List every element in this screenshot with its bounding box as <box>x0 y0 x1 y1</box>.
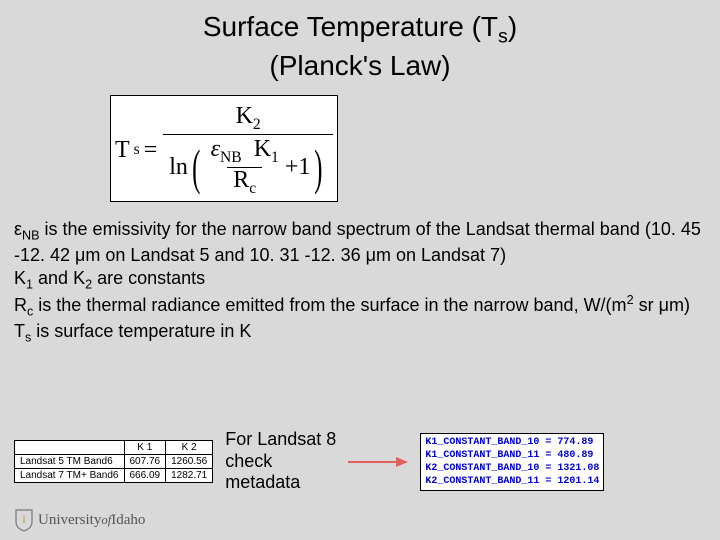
university-logo: I UniversityofIdaho <box>14 508 145 532</box>
table-row: K 1 K 2 <box>15 441 213 455</box>
meta-line: K1_CONSTANT_BAND_11 = 480.89 <box>425 449 599 462</box>
bottom-row: K 1 K 2 Landsat 5 TM Band6 607.76 1260.5… <box>14 429 710 494</box>
eq-eps: ε <box>211 136 220 162</box>
th-k2: K 2 <box>166 441 213 455</box>
eq-inner-den: Rc <box>227 167 262 196</box>
title-line1-post: ) <box>508 11 517 42</box>
th-k1: K 1 <box>124 441 166 455</box>
l8-line2: check <box>225 451 272 471</box>
th-blank <box>15 441 125 455</box>
eq-paren-left: ( <box>192 147 200 187</box>
eq-Rc: R <box>233 167 249 193</box>
td: Landsat 7 TM+ Band6 <box>15 469 125 483</box>
desc-Rc: R <box>14 295 27 315</box>
description: εNB is the emissivity for the narrow ban… <box>0 202 720 347</box>
equation: Ts = K2 ln ( εNB K1 Rc <box>115 104 333 197</box>
desc-Ts: T <box>14 321 25 341</box>
eq-paren-right: ) <box>315 147 323 187</box>
desc-eps-sub: NB <box>22 228 40 242</box>
slide-title: Surface Temperature (Ts) (Planck's Law) <box>0 0 720 83</box>
eq-K2-sub: 2 <box>253 115 261 132</box>
desc-constants: are constants <box>92 268 205 288</box>
eq-var-T: T <box>115 137 130 164</box>
title-sub: s <box>498 26 508 48</box>
eq-K1-sub: 1 <box>271 149 279 166</box>
desc-andK: and K <box>33 268 85 288</box>
l8-line1: For Landsat 8 <box>225 429 336 449</box>
desc-units: sr μm) <box>634 295 690 315</box>
eq-sub-s: s <box>134 141 140 159</box>
eq-ln: ln <box>169 155 188 179</box>
td: 607.76 <box>124 455 166 469</box>
logo-university: University <box>38 512 101 528</box>
eq-numerator: K2 <box>230 104 267 134</box>
eq-inner-num: εNB K1 <box>205 137 285 167</box>
table-row: Landsat 7 TM+ Band6 666.09 1282.71 <box>15 469 213 483</box>
title-line2: (Planck's Law) <box>269 50 450 81</box>
table-row: Landsat 5 TM Band6 607.76 1260.56 <box>15 455 213 469</box>
meta-line: K2_CONSTANT_BAND_10 = 1321.08 <box>425 462 599 475</box>
landsat8-note: For Landsat 8 check metadata <box>225 429 336 494</box>
logo-of: of <box>101 513 111 527</box>
eq-ln-row: ln ( εNB K1 Rc +1 ) <box>169 137 327 197</box>
desc-sq: 2 <box>627 293 634 307</box>
constants-table-l57: K 1 K 2 Landsat 5 TM Band6 607.76 1260.5… <box>14 440 213 483</box>
shield-icon: I <box>14 508 34 532</box>
td: Landsat 5 TM Band6 <box>15 455 125 469</box>
arrow-icon <box>348 455 408 469</box>
meta-line: K2_CONSTANT_BAND_11 = 1201.14 <box>425 475 599 488</box>
td: 1260.56 <box>166 455 213 469</box>
equation-box: Ts = K2 ln ( εNB K1 Rc <box>110 95 338 202</box>
desc-eps: ε <box>14 219 22 239</box>
svg-text:I: I <box>22 512 26 526</box>
eq-Rc-sub: c <box>249 180 256 197</box>
eq-equals: = <box>144 137 158 164</box>
desc-K1-sub: 1 <box>26 277 33 291</box>
eq-lhs: Ts = <box>115 137 157 164</box>
eq-inner-frac: εNB K1 Rc <box>205 137 285 197</box>
desc-radiance: is the thermal radiance emitted from the… <box>33 295 626 315</box>
desc-line1: is the emissivity for the narrow band sp… <box>14 219 701 265</box>
td: 666.09 <box>124 469 166 483</box>
logo-idaho: Idaho <box>111 512 145 528</box>
meta-line: K1_CONSTANT_BAND_10 = 774.89 <box>425 436 599 449</box>
l8-line3: metadata <box>225 472 300 492</box>
logo-text: UniversityofIdaho <box>38 512 145 529</box>
constants-table-l8: K1_CONSTANT_BAND_10 = 774.89 K1_CONSTANT… <box>420 433 604 491</box>
eq-main-frac: K2 ln ( εNB K1 Rc +1 <box>163 104 333 197</box>
eq-denominator: ln ( εNB K1 Rc +1 ) <box>163 134 333 197</box>
eq-eps-sub: NB <box>220 149 242 166</box>
desc-temp: is surface temperature in K <box>31 321 251 341</box>
td: 1282.71 <box>166 469 213 483</box>
eq-K2: K <box>236 103 253 129</box>
desc-K1: K <box>14 268 26 288</box>
eq-K1: K <box>254 136 271 162</box>
title-line1-pre: Surface Temperature (T <box>203 11 498 42</box>
eq-plus1: +1 <box>285 155 311 179</box>
